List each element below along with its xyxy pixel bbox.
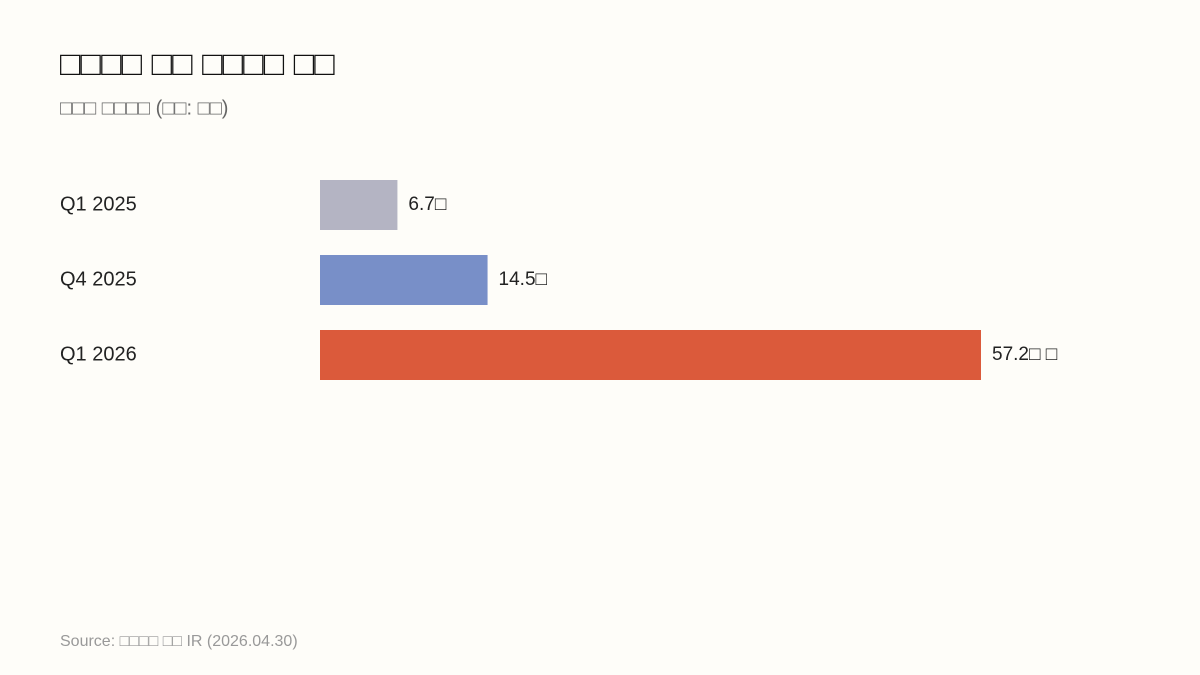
- category-label: Q1 2026: [60, 343, 137, 365]
- category-label: Q1 2025: [60, 193, 137, 215]
- bar: [320, 180, 398, 230]
- chart-subtitle: □□□ □□□□ (□□: □□): [60, 97, 228, 119]
- value-label: 6.7□: [408, 194, 446, 215]
- value-label: 57.2□ □: [992, 344, 1058, 365]
- source-note: Source: □□□□ □□ IR (2026.04.30): [60, 633, 298, 650]
- chart-title: □□□□ □□ □□□□ □□: [60, 45, 335, 83]
- category-label: Q4 2025: [60, 268, 137, 290]
- value-label: 14.5□: [499, 269, 548, 290]
- bar: [320, 330, 981, 380]
- bar: [320, 255, 488, 305]
